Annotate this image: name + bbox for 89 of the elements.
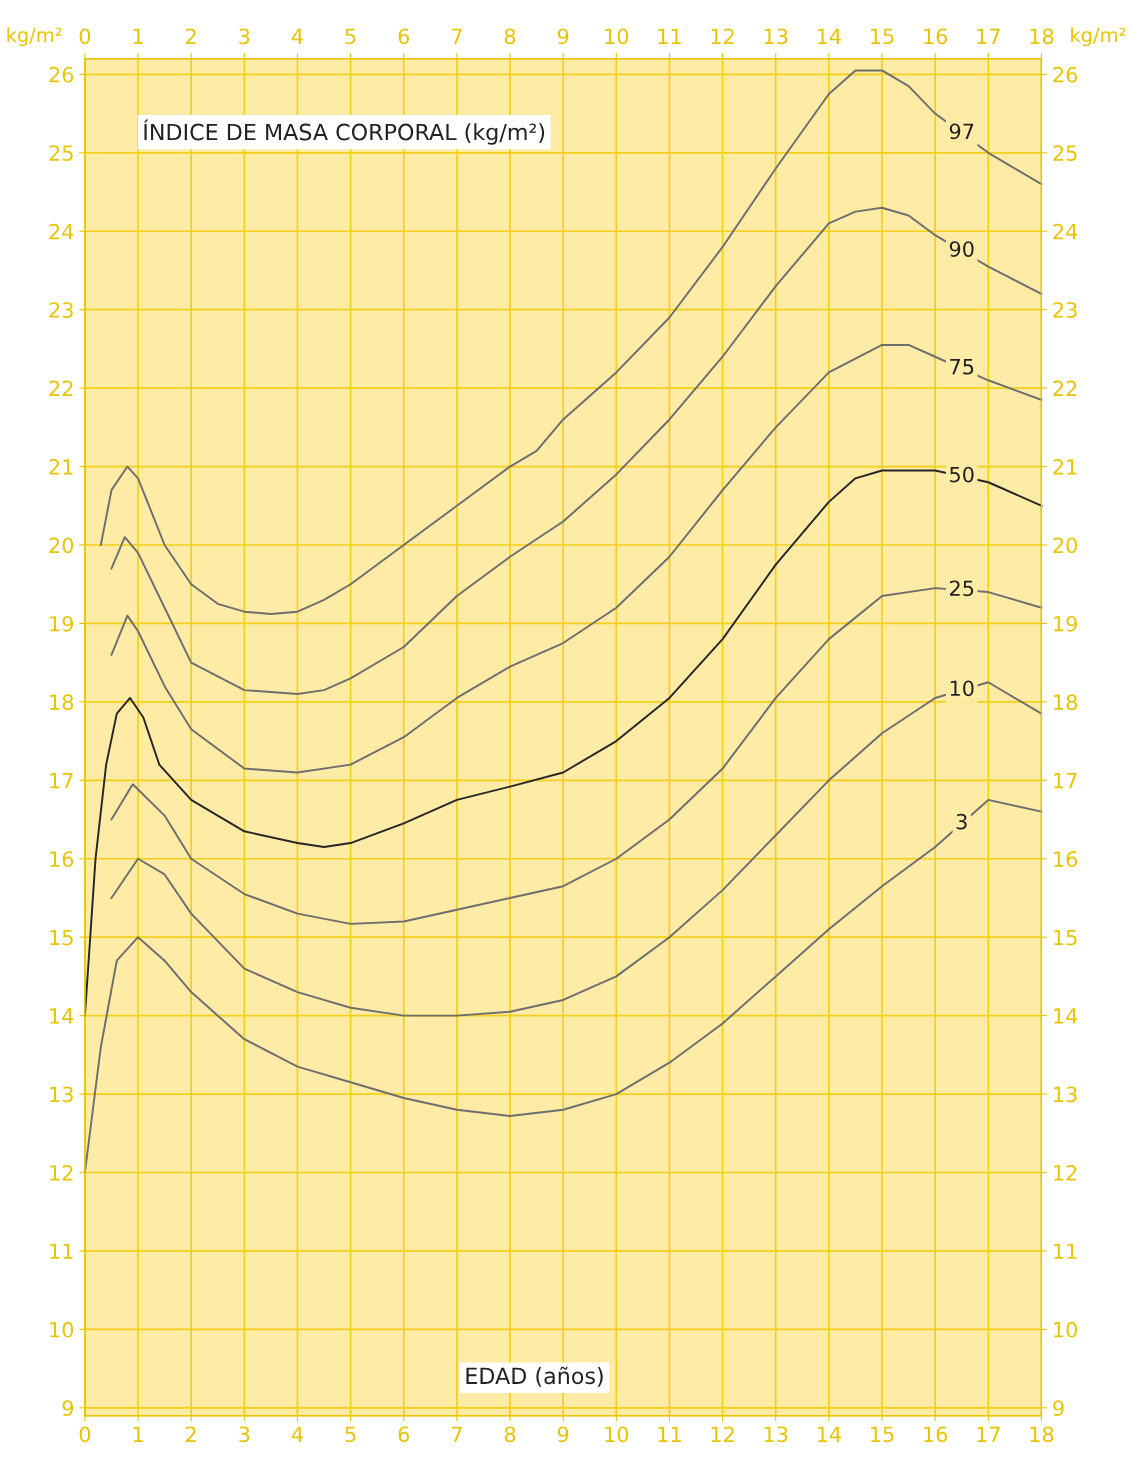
x-tick-label: 15 [871,1426,894,1443]
x2-tick-label: 2 [186,28,196,44]
y-tick-label: 20 [49,537,74,554]
y-tick-label: 9 [62,1400,74,1417]
y2-tick-label: 12 [1054,1164,1077,1181]
y-tick-label: 17 [50,773,73,789]
line-series [110,206,1043,695]
y2-tick-label: 20 [1053,537,1077,554]
x2-tick-label: 18 [1030,28,1054,45]
x2-tick-label: 0 [79,28,91,45]
y2-tick-label: 25 [1053,145,1077,162]
x-tick-label: 12 [711,1426,734,1442]
y2-tick-label: 9 [1053,1400,1064,1417]
y2-tick-label: 24 [1053,223,1078,240]
line-series [110,344,1043,774]
x-tick-label: 8 [504,1426,516,1443]
y-tick-label: 23 [49,302,73,318]
x-tick-label: 6 [398,1426,410,1443]
x2-tick-label: 11 [658,28,681,44]
y-tick-label: 11 [50,1243,73,1259]
x2-tick-label: 10 [605,28,629,45]
x2-tick-label: 7 [451,28,462,44]
y2-axis-title: kg/m² [1071,27,1126,47]
x-tick-label: 4 [291,1426,303,1442]
x-tick-label: 3 [239,1426,250,1443]
y2-tick-label: 10 [1054,1321,1077,1338]
x-tick-label: 16 [924,1426,948,1443]
series-label: 10 [950,680,974,697]
y2-tick-label: 18 [1054,694,1077,711]
x2-tick-label: 13 [764,28,788,45]
x-tick-label: 0 [79,1426,91,1443]
y-tick-label: 21 [49,459,73,475]
x2-tick-label: 14 [817,28,841,44]
y2-tick-label: 11 [1054,1243,1077,1259]
y-tick-label: 19 [50,615,74,632]
y-tick-label: 13 [50,1086,73,1103]
y-tick-label: 12 [50,1164,73,1181]
x2-tick-label: 9 [557,28,569,45]
y-tick-label: 26 [49,66,74,83]
x-tick-label: 10 [605,1426,629,1443]
y2-tick-label: 19 [1054,615,1077,632]
y2-tick-label: 21 [1053,459,1077,475]
y2-tick-label: 22 [1053,380,1077,397]
y-tick-label: 16 [50,851,74,867]
x-tick-label: 14 [817,1426,841,1442]
y2-tick-label: 13 [1054,1086,1077,1103]
x-tick-label: 5 [345,1426,356,1443]
series-label: 25 [950,580,974,597]
y-tick-label: 10 [50,1321,74,1338]
y-axis-title: kg/m² [7,27,62,47]
y-tick-label: 18 [50,694,74,711]
x-tick-label: 17 [977,1426,1000,1442]
text: ÍNDICE DE MASA CORPORAL (kg/m²) [144,119,545,145]
x-tick-label: 13 [764,1426,788,1443]
x-tick-label: 18 [1030,1426,1054,1443]
x2-tick-label: 6 [398,28,410,45]
series-label: 3 [956,813,967,830]
y-tick-label: 22 [49,380,73,397]
y2-tick-label: 15 [1054,929,1077,946]
y-tick-label: 25 [49,145,73,162]
x-tick-label: 2 [186,1426,196,1442]
y2-tick-label: 14 [1054,1008,1078,1024]
x-tick-label: 9 [557,1426,569,1443]
x2-tick-label: 12 [711,28,734,44]
y2-tick-label: 16 [1054,851,1078,867]
x2-tick-label: 17 [977,28,1000,44]
x-tick-label: 7 [451,1426,462,1442]
x-tick-label: 11 [658,1426,681,1442]
line-series [99,69,1043,615]
x-tick-label: 1 [133,1426,143,1442]
y2-tick-label: 17 [1054,773,1077,789]
y2-tick-label: 26 [1053,66,1078,83]
x2-tick-label: 16 [924,28,948,45]
x2-tick-label: 4 [291,28,303,44]
series-label: 50 [950,466,974,483]
x-axis-title: EDAD (años) [466,1366,603,1387]
series-label: 75 [950,359,974,375]
x2-tick-label: 1 [133,28,143,44]
y-tick-label: 24 [49,223,74,240]
x2-tick-label: 3 [239,28,250,45]
line-series [110,681,1043,1017]
x2-tick-label: 5 [345,28,356,45]
x2-tick-label: 15 [871,28,894,45]
y-tick-label: 15 [50,929,73,946]
series-label: 90 [949,241,974,257]
series-label: 97 [949,123,974,140]
y2-tick-label: 23 [1053,302,1077,318]
y-tick-label: 14 [50,1008,74,1024]
x2-tick-label: 8 [504,28,516,45]
